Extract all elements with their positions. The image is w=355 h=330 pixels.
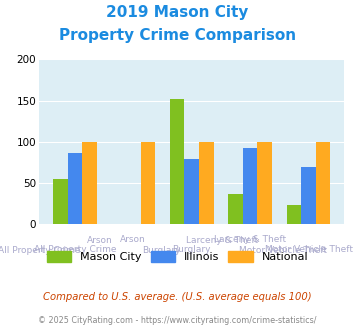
Bar (53, 179, 67, 224)
Text: © 2025 CityRating.com - https://www.cityrating.com/crime-statistics/: © 2025 CityRating.com - https://www.city… (38, 316, 317, 325)
Bar (184, 159, 199, 224)
Bar (82, 142, 97, 224)
Text: Arson: Arson (120, 235, 146, 244)
Text: Larceny & Theft: Larceny & Theft (186, 236, 258, 245)
Text: Burglary: Burglary (173, 245, 211, 254)
Bar (199, 142, 214, 224)
Text: Burglary: Burglary (142, 246, 180, 255)
Bar (67, 152, 82, 224)
Text: All Property Crime: All Property Crime (34, 245, 116, 254)
Bar (316, 142, 331, 224)
Bar (141, 142, 155, 224)
Text: All Property Crime: All Property Crime (0, 246, 80, 255)
Text: Motor Vehicle Theft: Motor Vehicle Theft (239, 246, 327, 255)
Text: Compared to U.S. average. (U.S. average equals 100): Compared to U.S. average. (U.S. average … (43, 292, 312, 302)
Bar (170, 99, 184, 224)
Bar (228, 194, 243, 224)
Text: Motor Vehicle Theft: Motor Vehicle Theft (264, 245, 353, 254)
Bar (301, 168, 316, 224)
Bar (243, 148, 257, 224)
Text: Property Crime Comparison: Property Crime Comparison (59, 28, 296, 43)
Text: Arson: Arson (87, 236, 113, 245)
Bar (257, 142, 272, 224)
Text: 2019 Mason City: 2019 Mason City (106, 5, 249, 20)
Text: Larceny & Theft: Larceny & Theft (214, 235, 286, 244)
Legend: Mason City, Illinois, National: Mason City, Illinois, National (42, 247, 313, 267)
Bar (286, 205, 301, 224)
